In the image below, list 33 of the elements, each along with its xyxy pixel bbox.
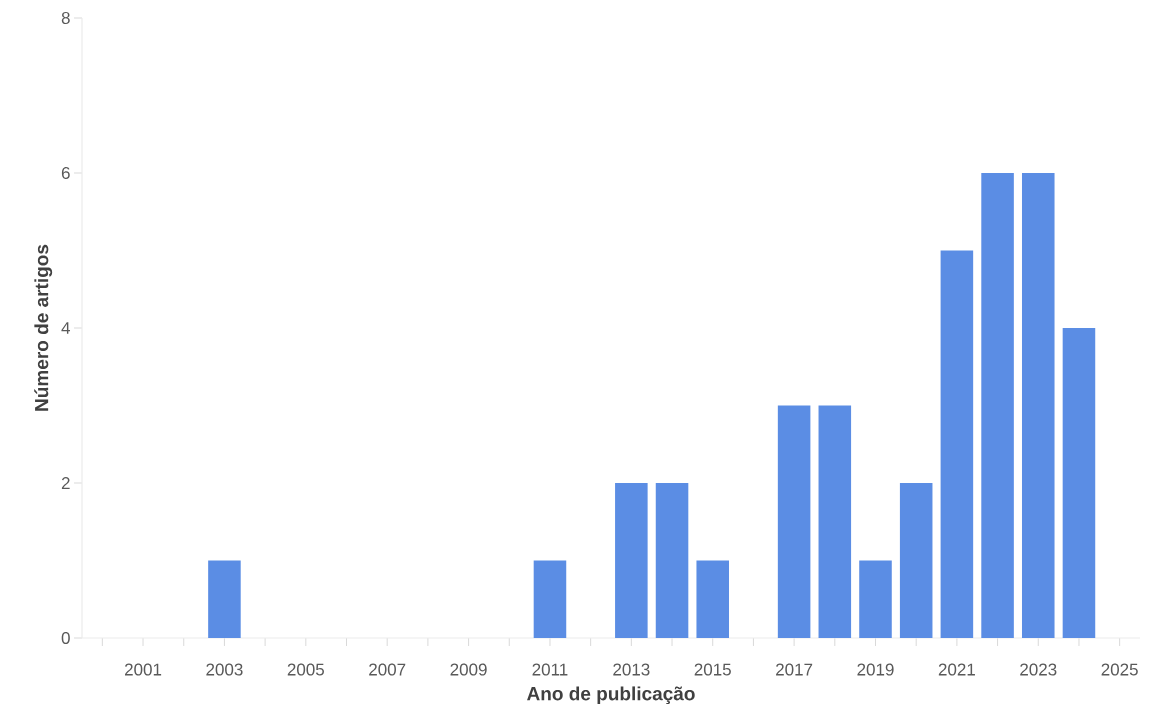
y-tick-label: 6 [61, 166, 70, 180]
bar [899, 482, 933, 638]
y-tick-label: 2 [61, 477, 70, 489]
bar [615, 482, 648, 638]
bar [981, 172, 1014, 638]
bar [696, 560, 730, 638]
x-tick-label: 2001 [125, 663, 162, 676]
x-tick-label: 2009 [450, 663, 487, 676]
bar [533, 560, 567, 638]
x-tick-label: 2023 [1020, 663, 1057, 676]
y-tick-label: 4 [61, 322, 71, 334]
bar [208, 560, 241, 638]
bar [1062, 327, 1096, 638]
x-tick-label: 2021 [938, 663, 975, 676]
x-tick-label: 2013 [613, 663, 650, 676]
bar [940, 250, 974, 638]
y-axis-title: Número de artigos [34, 244, 53, 411]
x-tick-label: 2007 [369, 663, 406, 676]
y-tick-label: 8 [61, 11, 70, 25]
bar [859, 560, 892, 638]
bar [777, 405, 811, 638]
x-tick-label: 2011 [532, 663, 568, 676]
x-tick-label: 2005 [287, 663, 324, 676]
x-tick-label: 2017 [776, 663, 813, 676]
x-tick-label: 2003 [206, 663, 243, 676]
x-axis-title: Ano de publicação [527, 686, 695, 705]
x-tick-label: 2019 [857, 663, 894, 676]
bar [818, 405, 852, 638]
x-tick-label: 2025 [1101, 663, 1138, 676]
bar [1021, 172, 1055, 638]
bar [655, 482, 689, 638]
x-tick-label: 2015 [694, 663, 731, 676]
y-tick-label: 0 [61, 631, 70, 645]
